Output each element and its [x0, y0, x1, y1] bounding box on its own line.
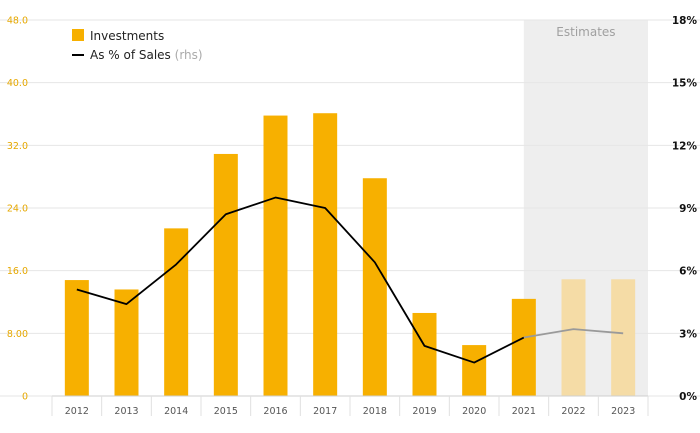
legend-label-investments: Investments — [90, 29, 164, 43]
x-tick-label: 2022 — [561, 406, 585, 417]
right-tick-label: 0% — [679, 391, 697, 403]
x-tick-label: 2014 — [164, 406, 188, 417]
bar-estimate — [611, 279, 636, 396]
bar — [114, 289, 139, 396]
estimates-label: Estimates — [556, 25, 615, 39]
bar — [462, 345, 487, 396]
left-tick-label: 40.0 — [7, 78, 28, 89]
right-tick-label: 6% — [679, 266, 697, 278]
x-tick-label: 2021 — [512, 406, 536, 417]
legend-label-pct-sales: As % of Sales (rhs) — [90, 48, 203, 62]
left-tick-label: 0 — [22, 392, 28, 403]
left-tick-label: 48.0 — [7, 16, 28, 27]
left-tick-label: 8.00 — [7, 329, 28, 340]
legend-label-pct-sales-name: As % of Sales — [90, 48, 175, 62]
legend-label-rhs: (rhs) — [175, 48, 203, 62]
line-series-estimate — [523, 328, 624, 339]
bar — [64, 280, 89, 396]
left-tick-label: 16.0 — [7, 266, 28, 277]
x-tick-label: 2015 — [214, 406, 238, 417]
right-tick-label: 18% — [672, 15, 698, 27]
x-tick-label: 2017 — [313, 406, 337, 417]
line-series-actual — [76, 196, 525, 364]
bar — [313, 113, 338, 396]
x-tick-label: 2019 — [412, 406, 436, 417]
x-tick-label: 2018 — [363, 406, 387, 417]
left-tick-label: 32.0 — [7, 141, 28, 152]
bar-estimate — [561, 279, 586, 396]
bar — [412, 312, 437, 396]
bar — [511, 298, 536, 396]
x-tick-label: 2023 — [611, 406, 635, 417]
left-tick-label: 24.0 — [7, 204, 28, 215]
x-tick-label: 2020 — [462, 406, 486, 417]
bar — [213, 153, 238, 396]
bar — [164, 228, 189, 396]
right-tick-label: 9% — [679, 203, 697, 215]
right-tick-label: 15% — [672, 78, 698, 90]
right-tick-label: 3% — [679, 328, 697, 340]
x-tick-label: 2012 — [65, 406, 89, 417]
x-tick-label: 2013 — [114, 406, 138, 417]
legend-swatch-investments — [72, 29, 84, 41]
bar — [362, 178, 387, 396]
right-tick-label: 12% — [672, 140, 698, 152]
x-tick-label: 2016 — [263, 406, 287, 417]
bar — [263, 115, 288, 397]
